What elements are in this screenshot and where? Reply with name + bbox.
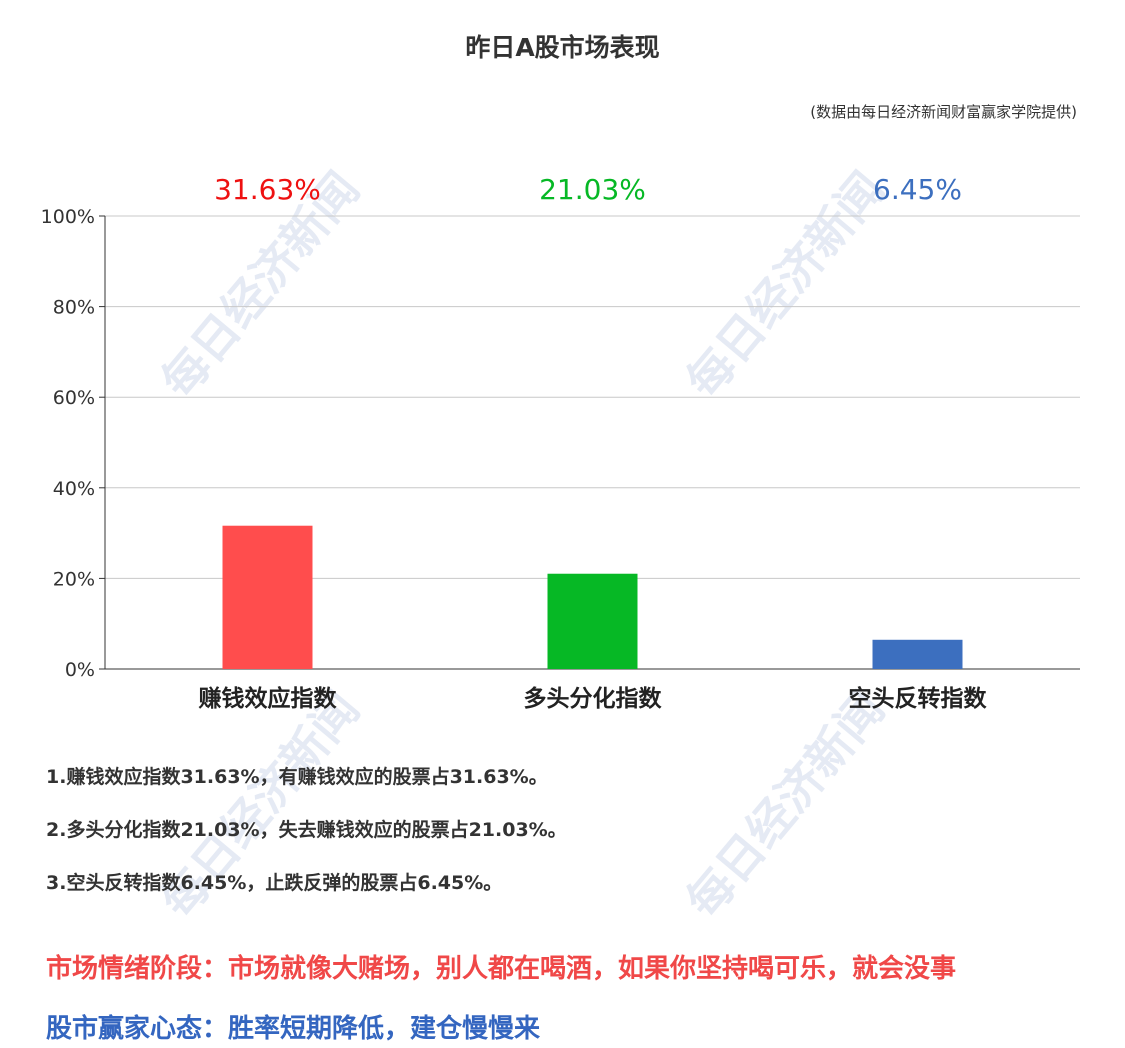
data-source: (数据由每日经济新闻财富赢家学院提供) <box>810 103 1077 121</box>
note-item: 1.赚钱效应指数31.63%，有赚钱效应的股票占31.63%。 <box>46 766 548 788</box>
notes: 1.赚钱效应指数31.63%，有赚钱效应的股票占31.63%。 2.多头分化指数… <box>46 762 567 921</box>
market-stage: 市场情绪阶段：市场就像大赌场，别人都在喝酒，如果你坚持喝可乐，就会没事 <box>46 954 957 984</box>
y-tick-label: 0% <box>65 659 95 681</box>
bar <box>547 573 638 669</box>
value-label: 6.45% <box>873 173 962 206</box>
bar <box>222 525 313 669</box>
note-item: 3.空头反转指数6.45%，止跌反弹的股票占6.45%。 <box>46 872 503 894</box>
y-tick-label: 60% <box>53 387 95 409</box>
y-tick-label: 40% <box>53 478 95 500</box>
x-tick-label: 多头分化指数 <box>524 685 663 712</box>
chart-title: 昨日A股市场表现 <box>465 33 660 62</box>
y-tick-label: 100% <box>41 206 95 228</box>
x-tick-label: 空头反转指数 <box>849 685 988 712</box>
value-label: 31.63% <box>214 173 321 206</box>
value-label: 21.03% <box>539 173 646 206</box>
winner-mindset: 股市赢家心态：胜率短期降低，建仓慢慢来 <box>46 1014 541 1044</box>
y-tick-label: 20% <box>53 568 95 590</box>
bar <box>872 639 963 669</box>
bar-chart: 0% 20% 40% 60% 80% 100% 赚钱效应指数 31.63% 多头分化指数 21.0… <box>41 173 1080 712</box>
y-tick-label: 80% <box>53 297 95 319</box>
x-tick-label: 赚钱效应指数 <box>199 685 338 712</box>
note-item: 2.多头分化指数21.03%，失去赚钱效应的股票占21.03%。 <box>46 819 567 841</box>
